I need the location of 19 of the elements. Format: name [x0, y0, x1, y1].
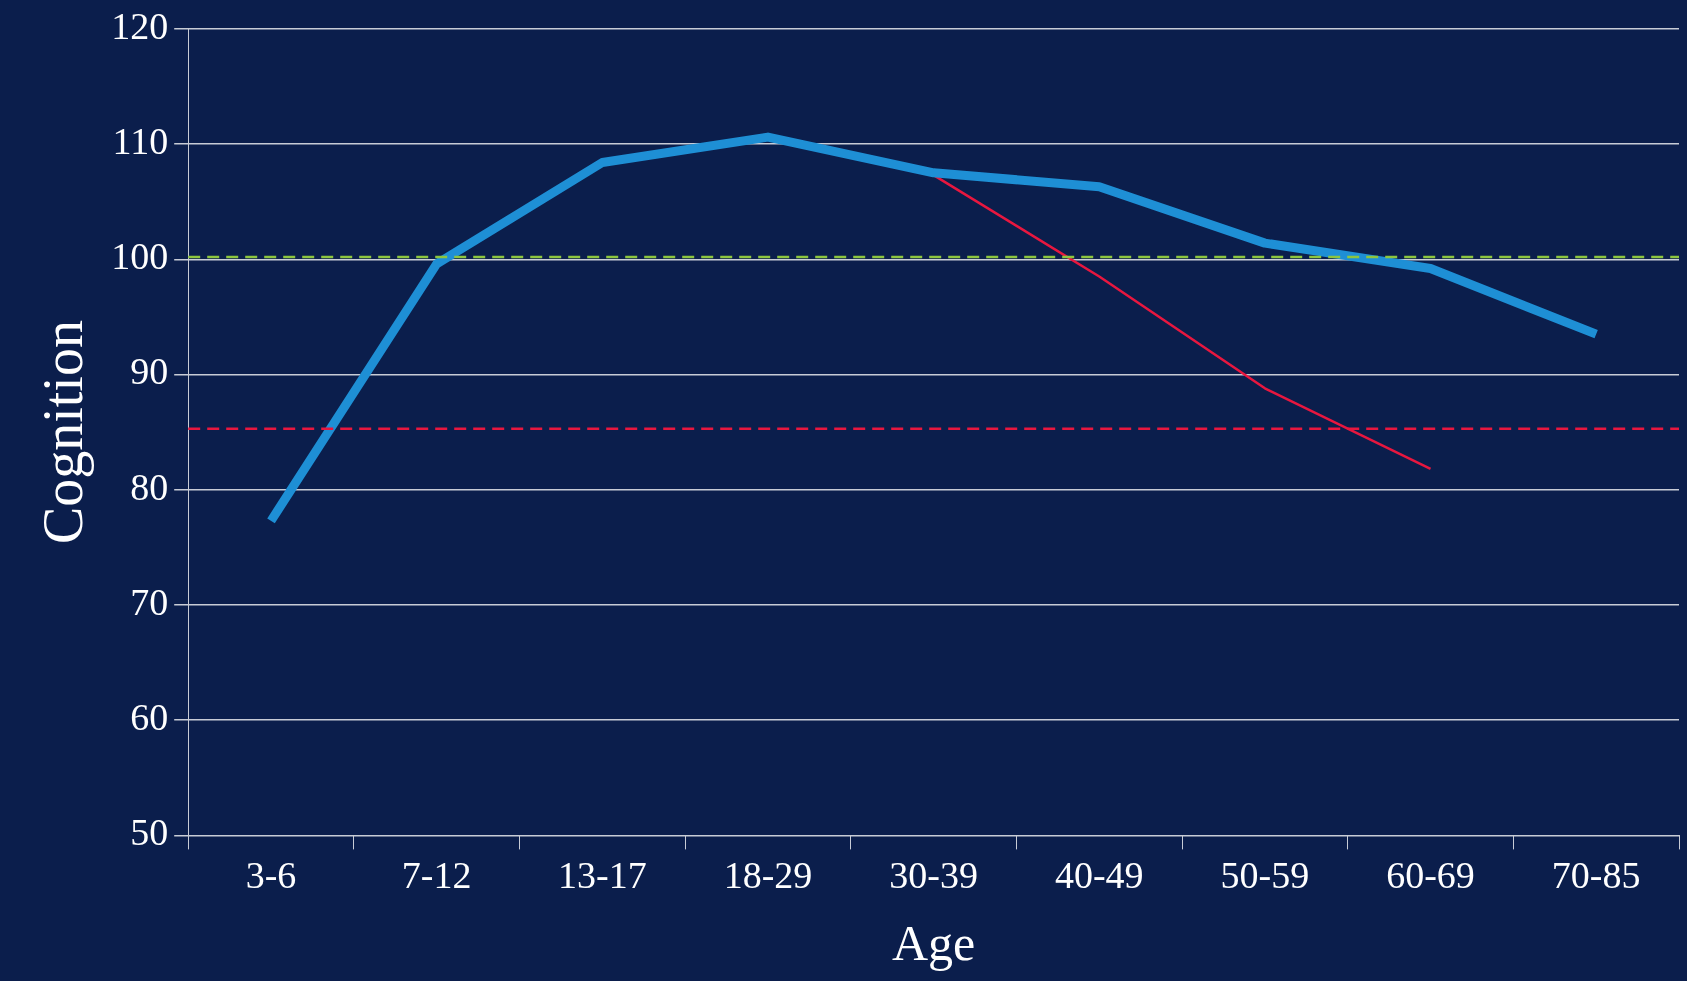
- y-tick-label: 80: [130, 465, 169, 508]
- y-tick-label: 90: [130, 350, 169, 393]
- x-tick-label: 70-85: [1551, 854, 1641, 897]
- x-tick-label: 7-12: [401, 854, 472, 897]
- y-tick-label: 60: [130, 696, 169, 739]
- y-tick-label: 70: [130, 580, 169, 623]
- y-axis-title: Cognition: [32, 320, 95, 545]
- x-axis-title: Age: [891, 915, 976, 972]
- y-tick-label: 120: [111, 4, 169, 47]
- x-tick-label: 40-49: [1054, 854, 1144, 897]
- x-tick-label: 13-17: [557, 854, 647, 897]
- x-tick-label: 60-69: [1386, 854, 1475, 897]
- y-tick-label: 50: [130, 811, 169, 854]
- x-tick-label: 18-29: [723, 854, 813, 897]
- y-tick-label: 110: [112, 120, 169, 163]
- y-tick-label: 100: [111, 235, 169, 278]
- x-tick-label: 50-59: [1220, 854, 1310, 897]
- x-tick-label: 3-6: [245, 854, 297, 897]
- x-tick-label: 30-39: [889, 854, 978, 897]
